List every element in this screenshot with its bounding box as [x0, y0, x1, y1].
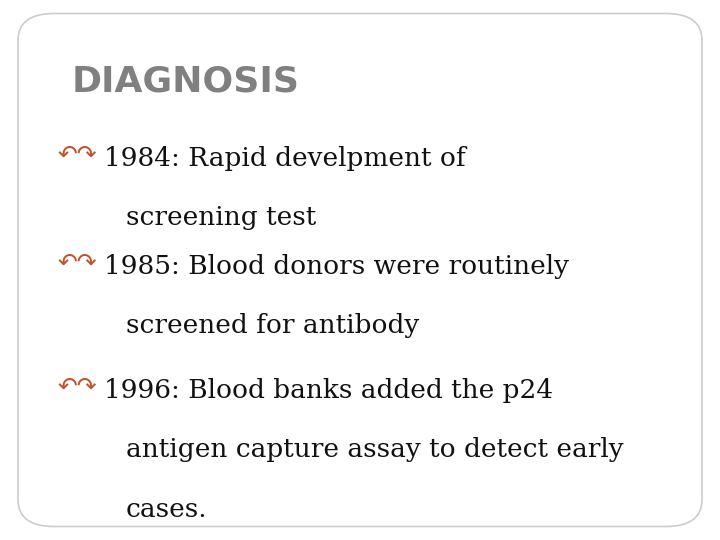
Text: screened for antibody: screened for antibody	[126, 313, 419, 338]
Text: DIAGNOSIS: DIAGNOSIS	[72, 65, 300, 99]
Text: 1996: Blood banks added the p24: 1996: Blood banks added the p24	[104, 378, 554, 403]
Text: ↶↷: ↶↷	[58, 251, 97, 275]
FancyBboxPatch shape	[18, 14, 702, 526]
Text: ↶↷: ↶↷	[58, 143, 97, 167]
Text: 1984: Rapid develpment of: 1984: Rapid develpment of	[104, 146, 466, 171]
Text: screening test: screening test	[126, 205, 316, 230]
Text: antigen capture assay to detect early: antigen capture assay to detect early	[126, 437, 624, 462]
Text: 1985: Blood donors were routinely: 1985: Blood donors were routinely	[104, 254, 570, 279]
Text: cases.: cases.	[126, 497, 207, 522]
Text: ↶↷: ↶↷	[58, 375, 97, 399]
